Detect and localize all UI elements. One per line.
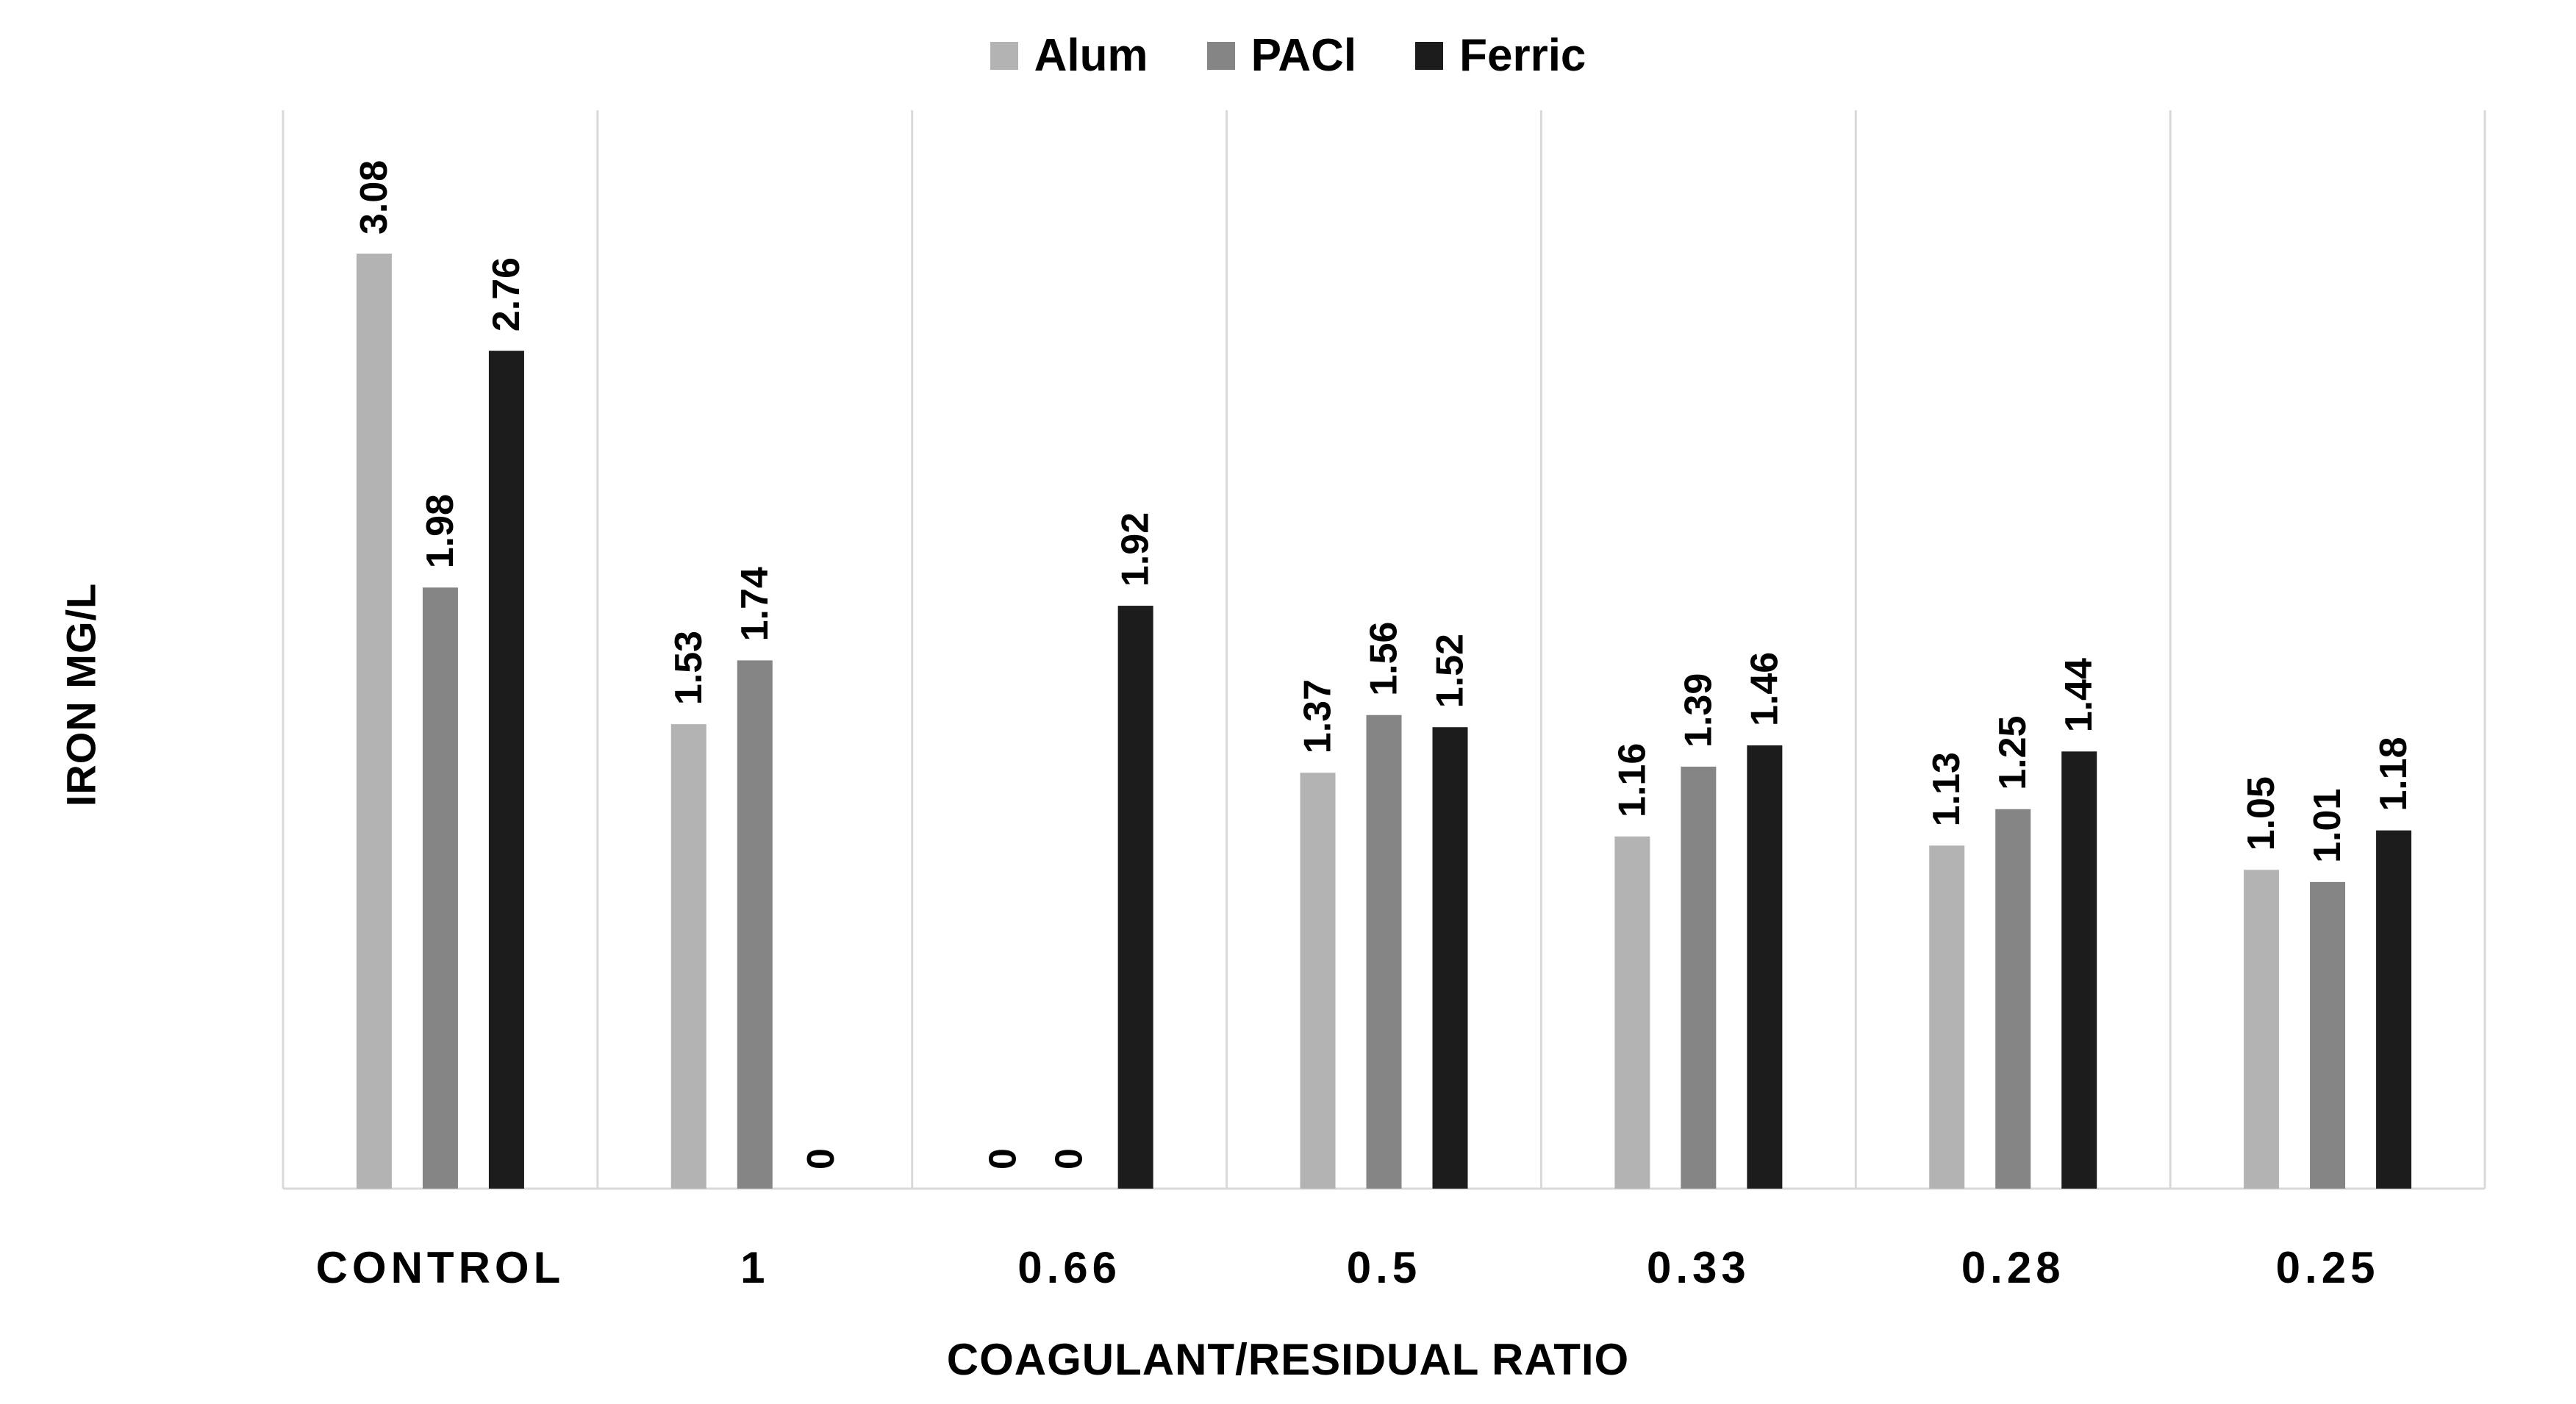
data-label-ferric-0: 2.76 [485,257,528,332]
data-label-pacl-2: 0 [1048,1148,1091,1170]
bar-pacl-3 [1366,714,1402,1189]
legend-swatch-pacl [1206,41,1235,70]
bar-ferric-5 [2061,751,2097,1189]
bar-alum-3 [1300,773,1336,1189]
data-label-pacl-3: 1.56 [1363,622,1406,696]
bar-pacl-1 [737,660,773,1189]
x-tick-label-2: 0.66 [1017,1243,1121,1292]
bar-pacl-0 [422,587,458,1189]
bar-ferric-4 [1747,745,1783,1189]
data-label-ferric-3: 1.52 [1429,634,1472,708]
data-label-alum-6: 1.05 [2240,776,2283,850]
bar-pacl-5 [1995,809,2031,1189]
data-label-ferric-5: 1.44 [2058,658,2100,732]
data-label-pacl-0: 1.98 [419,494,462,568]
data-label-alum-4: 1.16 [1611,743,1653,817]
legend-label-alum: Alum [1034,30,1148,81]
bar-pacl-4 [1681,766,1717,1189]
data-label-ferric-1: 0 [800,1148,842,1170]
x-tick-label-4: 0.33 [1647,1243,1750,1292]
data-label-alum-3: 1.37 [1297,679,1339,753]
x-tick-label-3: 0.5 [1347,1243,1421,1292]
legend-swatch-alum [990,41,1018,70]
data-label-pacl-1: 1.74 [734,567,776,641]
bar-alum-4 [1614,836,1650,1189]
data-label-pacl-5: 1.25 [1992,716,2034,790]
bar-ferric-0 [488,351,524,1189]
data-label-alum-5: 1.13 [1925,752,1968,826]
legend-item-pacl: PACl [1206,29,1357,82]
legend: Alum PACl Ferric [0,29,2576,82]
x-tick-label-6: 0.25 [2276,1243,2380,1292]
legend-label-pacl: PACl [1251,30,1357,81]
bar-ferric-3 [1432,727,1468,1189]
legend-item-alum: Alum [990,29,1148,82]
legend-item-ferric: Ferric [1415,29,1586,82]
data-label-ferric-6: 1.18 [2372,737,2415,811]
legend-swatch-ferric [1415,41,1444,70]
bar-pacl-6 [2310,881,2346,1189]
bar-alum-0 [356,254,392,1189]
data-label-alum-1: 1.53 [668,631,710,705]
x-axis-label: COAGULANT/RESIDUAL RATIO [946,1335,1630,1384]
data-label-pacl-6: 1.01 [2306,789,2349,863]
legend-label-ferric: Ferric [1459,30,1586,81]
x-tick-label-1: 1 [740,1243,769,1292]
data-label-alum-2: 0 [982,1148,1025,1170]
bar-alum-1 [670,724,706,1189]
data-label-ferric-4: 1.46 [1743,652,1786,726]
data-label-ferric-2: 1.92 [1115,512,1157,587]
x-tick-label-0: CONTROL [316,1243,565,1292]
bar-alum-6 [2244,870,2280,1189]
bar-alum-5 [1929,845,1965,1189]
bar-ferric-2 [1117,606,1153,1189]
data-label-pacl-4: 1.39 [1677,673,1720,748]
data-label-alum-0: 3.08 [353,160,396,234]
x-tick-label-5: 0.28 [1961,1243,2065,1292]
bar-ferric-6 [2376,830,2412,1189]
